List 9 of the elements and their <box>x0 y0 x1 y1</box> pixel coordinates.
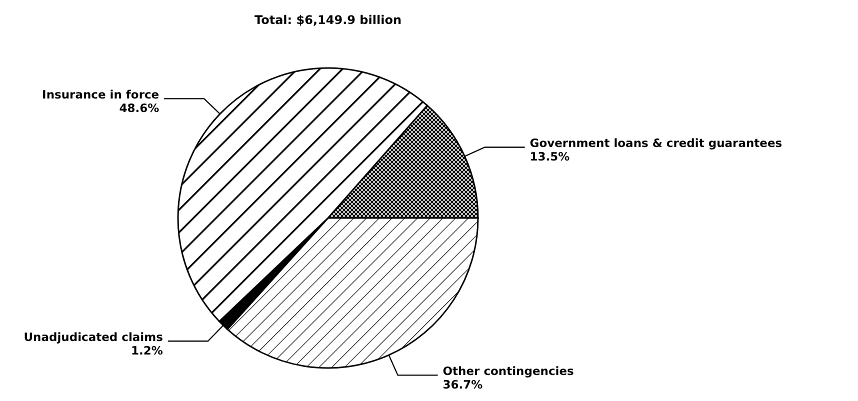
data-label: 36.7% <box>442 377 484 392</box>
chart-title: Total: $6,149.9 billion <box>254 13 402 27</box>
data-label: 48.6% <box>119 100 160 115</box>
slice-label: Unadjudicated claims <box>24 330 164 344</box>
slice-label: Insurance in force <box>42 88 160 102</box>
slice-label: Other contingencies <box>442 364 574 378</box>
slice-label: Government loans & credit guarantees <box>530 136 782 150</box>
data-label: 13.5% <box>530 149 570 164</box>
data-label: 1.2% <box>131 343 164 358</box>
